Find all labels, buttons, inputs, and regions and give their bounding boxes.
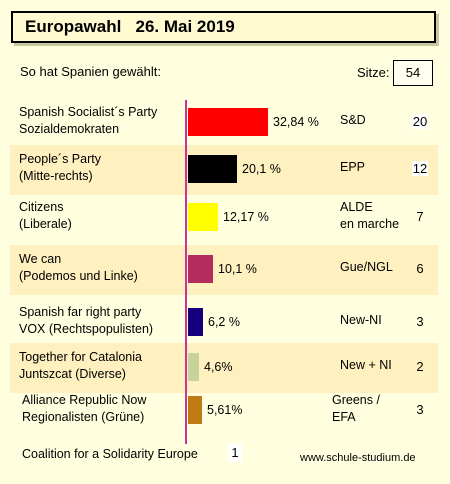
- party-name: Spanish Socialist´s Party Sozialdemokrat…: [19, 105, 158, 136]
- party-row: Spanish Socialist´s Party Sozialdemokrat…: [10, 98, 438, 148]
- seat-count: 12: [412, 161, 428, 176]
- party-row: Citizens (Liberale) 12,17 % ALDE en marche…: [10, 193, 438, 243]
- party-name: People´s Party (Mitte-rechts): [19, 152, 101, 183]
- data-label: 6,2 %: [208, 315, 240, 329]
- footer-party: Coalition for a Solidarity Europe: [22, 447, 198, 461]
- bar: [188, 396, 202, 424]
- title-box: Europawahl 26. Mai 2019: [11, 11, 436, 43]
- party-row: Together for Catalonia Juntszcat (Divers…: [10, 343, 438, 393]
- party-name: Citizens (Liberale): [19, 200, 72, 231]
- source-url: www.schule-studium.de: [300, 452, 416, 464]
- seat-count: 7: [416, 209, 424, 224]
- eu-group-label: New + NI: [340, 358, 392, 372]
- eu-group-label: S&D: [340, 113, 366, 127]
- eu-group-label: ALDE en marche: [340, 200, 400, 231]
- party-row: We can (Podemos und Linke) 10,1 % Gue/NGL 6: [10, 245, 438, 295]
- party-name: Alliance Republic Now Regionalisten (Grü…: [22, 393, 147, 424]
- data-label: 4,6%: [204, 360, 233, 374]
- seats-total: 54: [393, 60, 433, 86]
- party-name: We can (Podemos und Linke): [19, 252, 138, 283]
- seats-label: Sitze:: [357, 65, 390, 80]
- bar: [188, 255, 213, 283]
- eu-group-label: EPP: [340, 160, 366, 174]
- bar: [188, 203, 218, 231]
- bar: [188, 155, 237, 183]
- subtitle: So hat Spanien gewählt:: [20, 64, 161, 79]
- eu-group-label: New-NI: [340, 313, 382, 327]
- data-label: 32,84 %: [273, 115, 319, 129]
- seat-count: 2: [416, 359, 424, 374]
- party-row: People´s Party (Mitte-rechts) 20,1 % EPP 12: [10, 145, 438, 195]
- party-row: Alliance Republic Now Regionalisten (Grü…: [10, 386, 438, 436]
- eu-group-label: Gue/NGL: [340, 260, 393, 274]
- footer-seats: 1: [228, 444, 242, 462]
- party-row: Spanish far right party VOX (Rechtspopul…: [10, 298, 438, 348]
- eu-group-label: Greens / EFA: [332, 393, 380, 424]
- seat-count: 3: [416, 314, 424, 329]
- data-label: 12,17 %: [223, 210, 269, 224]
- seat-count: 20: [412, 114, 428, 129]
- data-label: 5,61%: [207, 403, 243, 417]
- party-name: Together for Catalonia Juntszcat (Divers…: [19, 350, 142, 381]
- bar: [188, 108, 268, 136]
- bar: [188, 308, 203, 336]
- chart-axis: [185, 100, 187, 444]
- data-label: 20,1 %: [242, 162, 281, 176]
- seat-count: 3: [416, 402, 424, 417]
- seat-count: 6: [416, 261, 424, 276]
- data-label: 10,1 %: [218, 262, 257, 276]
- bar: [188, 353, 199, 381]
- party-name: Spanish far right party VOX (Rechtspopul…: [19, 305, 154, 336]
- chart-title: Europawahl 26. Mai 2019: [25, 17, 235, 36]
